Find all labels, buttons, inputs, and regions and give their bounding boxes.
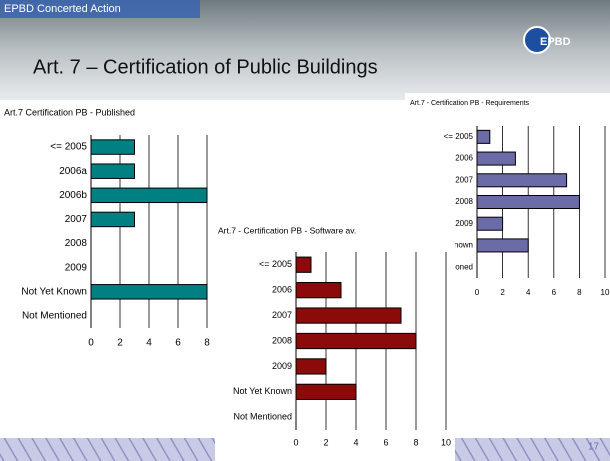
bar (295, 307, 402, 324)
bar (295, 383, 357, 400)
y-tick-label: Not Yet Known (21, 286, 87, 297)
bar (90, 187, 208, 204)
x-tick-label: 4 (526, 288, 531, 297)
x-tick-label: 8 (413, 437, 418, 447)
logo-circle (523, 26, 551, 54)
x-tick-label: 8 (204, 338, 210, 349)
bar (295, 282, 342, 299)
y-tick-label: 2006 (455, 154, 473, 163)
logo-text: EPBD (540, 36, 571, 48)
y-tick-label: 2009 (65, 262, 88, 273)
bar (476, 129, 491, 144)
y-tick-label: 2006a (59, 166, 87, 177)
bar (295, 358, 327, 375)
y-tick-label: 2008 (272, 335, 292, 345)
y-tick-label: 2008 (455, 197, 473, 206)
x-tick-label: 4 (146, 338, 152, 349)
x-tick-label: 10 (441, 437, 451, 447)
org-strip (0, 0, 200, 18)
y-tick-label: 2006b (59, 190, 87, 201)
bar (90, 163, 135, 179)
chart-title: Art.7 - Certification PB - Requirements (410, 100, 530, 107)
bar (295, 332, 417, 350)
x-tick-label: 8 (577, 288, 582, 297)
bar (476, 173, 568, 188)
bar (476, 216, 504, 231)
y-tick-label: Not Mentioned (22, 311, 87, 322)
chart-title: Art.7 Certification PB - Published (4, 107, 135, 117)
x-tick-label: 0 (293, 437, 298, 447)
y-tick-label: <= 2005 (259, 259, 292, 269)
y-tick-label: 2007 (65, 214, 88, 225)
page-number: 17 (588, 442, 600, 453)
x-tick-label: 6 (175, 338, 181, 349)
y-tick-label: 2007 (272, 310, 292, 320)
x-tick-label: 0 (475, 288, 480, 297)
y-tick-label: 2009 (272, 361, 292, 371)
bar (90, 284, 208, 300)
chart-panel (0, 100, 220, 438)
x-tick-label: 2 (500, 288, 505, 297)
x-tick-label: 10 (601, 288, 610, 297)
y-tick-label: Not Mentioned (233, 412, 292, 422)
x-tick-label: 0 (88, 338, 94, 349)
bar (90, 139, 135, 155)
y-tick-label: 2007 (455, 175, 473, 184)
x-tick-label: 2 (117, 338, 123, 349)
y-tick-label: <= 2005 (50, 142, 87, 153)
bar (476, 194, 580, 210)
y-tick-label: 2009 (455, 219, 473, 228)
chart-title: Art.7 - Certification PB - Software av. (218, 225, 356, 235)
org-name: EPBD Concerted Action (4, 3, 121, 15)
x-tick-label: 6 (552, 288, 557, 297)
bar (90, 211, 135, 228)
x-tick-label: 6 (383, 437, 388, 447)
x-tick-label: 4 (353, 437, 358, 447)
bar (476, 151, 516, 166)
slide-title: Art. 7 – Certification of Public Buildin… (33, 56, 378, 78)
x-tick-label: 2 (323, 437, 328, 447)
bar (476, 238, 529, 253)
y-tick-label: 2008 (65, 238, 88, 249)
y-tick-label: Not Yet Known (233, 386, 292, 396)
bar (295, 256, 312, 273)
y-tick-label: <= 2005 (444, 132, 474, 141)
y-tick-label: 2006 (272, 285, 292, 295)
